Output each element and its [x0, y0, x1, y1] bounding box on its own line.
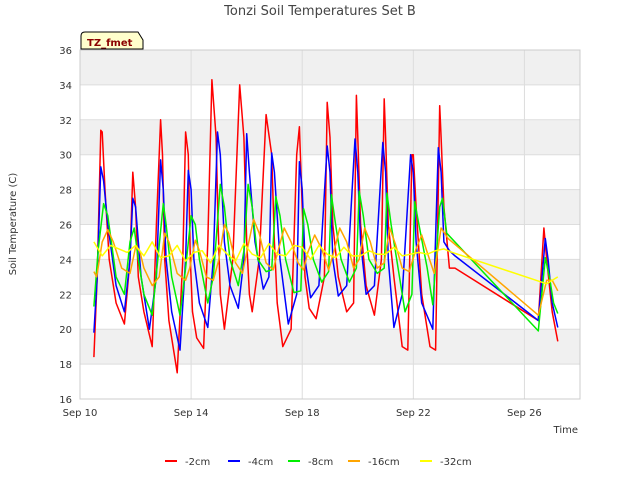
legend-label: -16cm [368, 457, 400, 468]
plot-band [80, 294, 580, 330]
legend-label: -4cm [248, 457, 273, 468]
y-tick-label: 16 [59, 395, 72, 406]
plot-band [80, 329, 580, 365]
series-line-2cmcm-0 [93, 78, 559, 374]
plot-band [80, 84, 580, 120]
legend-label: -32cm [440, 457, 472, 468]
tag-text: TZ_fmet [87, 38, 133, 49]
x-axis-ticks: Sep 10 Sep 14 Sep 18 Sep 22 Sep 26 [63, 408, 542, 419]
y-tick-label: 36 [59, 46, 72, 57]
y-axis-label: Soil Temperature (C) [8, 173, 19, 276]
tag-label: TZ_fmet [80, 31, 144, 50]
y-axis-ticks: 16 18 20 22 24 26 28 30 32 34 36 [59, 46, 72, 406]
series-line-16cmcm-3 [93, 218, 559, 316]
plot-band [80, 364, 580, 399]
y-tick-label: 32 [59, 116, 72, 127]
y-tick-label: 28 [59, 186, 72, 197]
x-tick-label: Sep 10 [63, 408, 98, 419]
y-tick-label: 30 [59, 151, 72, 162]
y-tick-label: 22 [59, 290, 72, 301]
legend-label: -2cm [185, 457, 210, 468]
y-tick-label: 34 [59, 81, 72, 92]
x-tick-label: Sep 26 [507, 408, 542, 419]
y-tick-label: 20 [59, 325, 72, 336]
plot-band [80, 50, 580, 85]
y-tick-label: 18 [59, 360, 72, 371]
legend-label: -8cm [308, 457, 333, 468]
x-tick-label: Sep 18 [285, 408, 320, 419]
series-line-32cmcm-4 [93, 241, 559, 285]
chart-title: Tonzi Soil Temperatures Set B [223, 4, 416, 19]
series-line-8cmcm-2 [93, 183, 559, 332]
series-lines [93, 78, 559, 374]
y-tick-label: 24 [59, 255, 72, 266]
plot-frame [79, 49, 581, 400]
legend: -2cm -4cm -8cm -16cm -32cm [165, 457, 472, 468]
x-tick-label: Sep 14 [174, 408, 209, 419]
y-tick-label: 26 [59, 221, 72, 232]
x-axis-label: Time [553, 425, 578, 436]
x-tick-label: Sep 22 [396, 408, 431, 419]
